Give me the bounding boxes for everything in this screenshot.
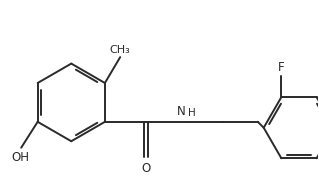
Text: O: O [141,162,151,175]
Text: H: H [189,108,196,118]
Text: OH: OH [11,151,29,164]
Text: CH₃: CH₃ [110,45,130,55]
Text: N: N [177,105,186,118]
Text: F: F [278,61,285,74]
